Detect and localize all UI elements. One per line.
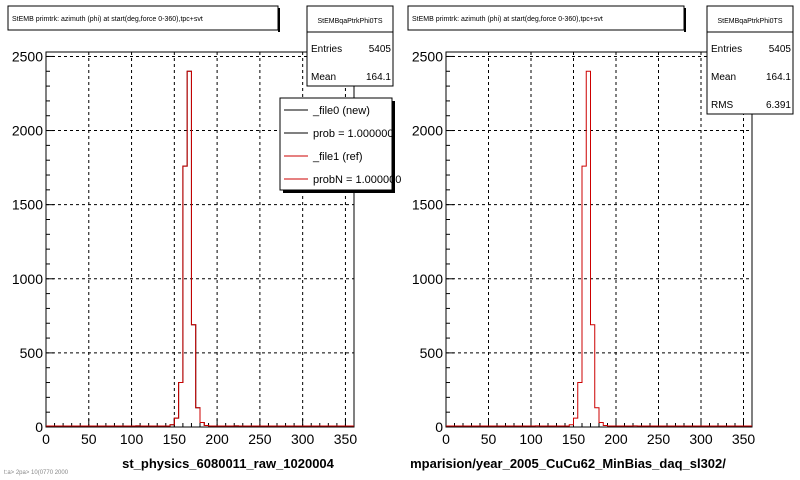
x-tick-label: 350 xyxy=(732,431,756,447)
stats-label: Entries xyxy=(311,44,342,55)
chart-title: StEMB primtrk: azimuth (phi) at start(de… xyxy=(412,16,603,23)
left-histogram-panel: 0 50 100 150 200 250 300 350 0 500 1000 1500 2000 250… xyxy=(7,5,401,471)
x-tick-label: 50 xyxy=(481,431,497,447)
y-tick-label: 2000 xyxy=(12,123,43,139)
y-tick-label: 500 xyxy=(420,345,444,361)
stats-value: 6.391 xyxy=(766,100,791,111)
title-box xyxy=(407,5,685,31)
x-tick-label: 250 xyxy=(647,431,671,447)
stats-box xyxy=(706,5,794,115)
x-axis-label: st_physics_6080011_raw_1020004 xyxy=(122,456,335,471)
histogram-series-1 xyxy=(46,70,354,427)
stats-value: 5405 xyxy=(769,44,792,55)
y-tick-label: 2500 xyxy=(12,48,43,64)
stats-value: 164.1 xyxy=(366,72,391,83)
title-box-shadow xyxy=(684,8,686,32)
y-tick-label: 1500 xyxy=(12,197,43,213)
plot-frame xyxy=(445,51,753,428)
x-tick-label: 350 xyxy=(334,431,358,447)
stats-label: RMS xyxy=(711,100,734,111)
title-box-shadow xyxy=(278,8,280,32)
x-tick-label: 150 xyxy=(562,431,586,447)
y-tick-label: 1000 xyxy=(12,271,43,287)
y-tick-label: 2000 xyxy=(412,123,443,139)
stats-label: Entries xyxy=(711,44,742,55)
stats-label: Mean xyxy=(311,72,336,83)
stats-box-name: StEMBqaPtrkPhi0TS xyxy=(718,18,783,25)
stats-value: 5405 xyxy=(369,44,392,55)
x-tick-label: 300 xyxy=(689,431,713,447)
y-tick-label: 0 xyxy=(35,419,43,435)
y-tick-label: 500 xyxy=(20,345,44,361)
stats-label: Mean xyxy=(711,72,736,83)
y-tick-label: 0 xyxy=(435,419,443,435)
y-tick-label: 1500 xyxy=(412,197,443,213)
x-tick-label: 100 xyxy=(120,431,144,447)
stats-box xyxy=(306,5,394,87)
x-tick-label: 100 xyxy=(519,431,543,447)
x-tick-label: 50 xyxy=(81,431,97,447)
legend-label: prob = 1.000000 xyxy=(313,128,393,140)
x-tick-label: 200 xyxy=(205,431,229,447)
x-tick-label: 0 xyxy=(42,431,50,447)
stats-value: 164.1 xyxy=(766,72,791,83)
x-tick-label: 250 xyxy=(248,431,272,447)
title-box xyxy=(7,5,279,31)
footer-text: t:a> 2pa> 10(0770 2000 xyxy=(4,470,69,476)
legend-label: _file0 (new) xyxy=(312,105,370,117)
x-tick-label: 200 xyxy=(604,431,628,447)
legend-label: probN = 1.000000 xyxy=(313,174,401,186)
y-tick-label: 2500 xyxy=(412,48,443,64)
legend-label: _file1 (ref) xyxy=(312,151,363,163)
stats-box-name: StEMBqaPtrkPhi0TS xyxy=(318,18,383,25)
x-tick-label: 150 xyxy=(163,431,187,447)
right-histogram-panel: 0 50 100 150 200 250 300 350 0 500 1000 1500 2000 250… xyxy=(407,5,794,471)
chart-title: StEMB primtrk: azimuth (phi) at start(de… xyxy=(12,16,203,23)
x-axis-label: mparision/year_2005_CuCu62_MinBias_daq_s… xyxy=(410,456,726,471)
y-tick-label: 1000 xyxy=(412,271,443,287)
histogram-series-0 xyxy=(446,70,752,427)
legend-box xyxy=(279,97,393,191)
x-tick-label: 0 xyxy=(442,431,450,447)
x-tick-label: 300 xyxy=(291,431,315,447)
